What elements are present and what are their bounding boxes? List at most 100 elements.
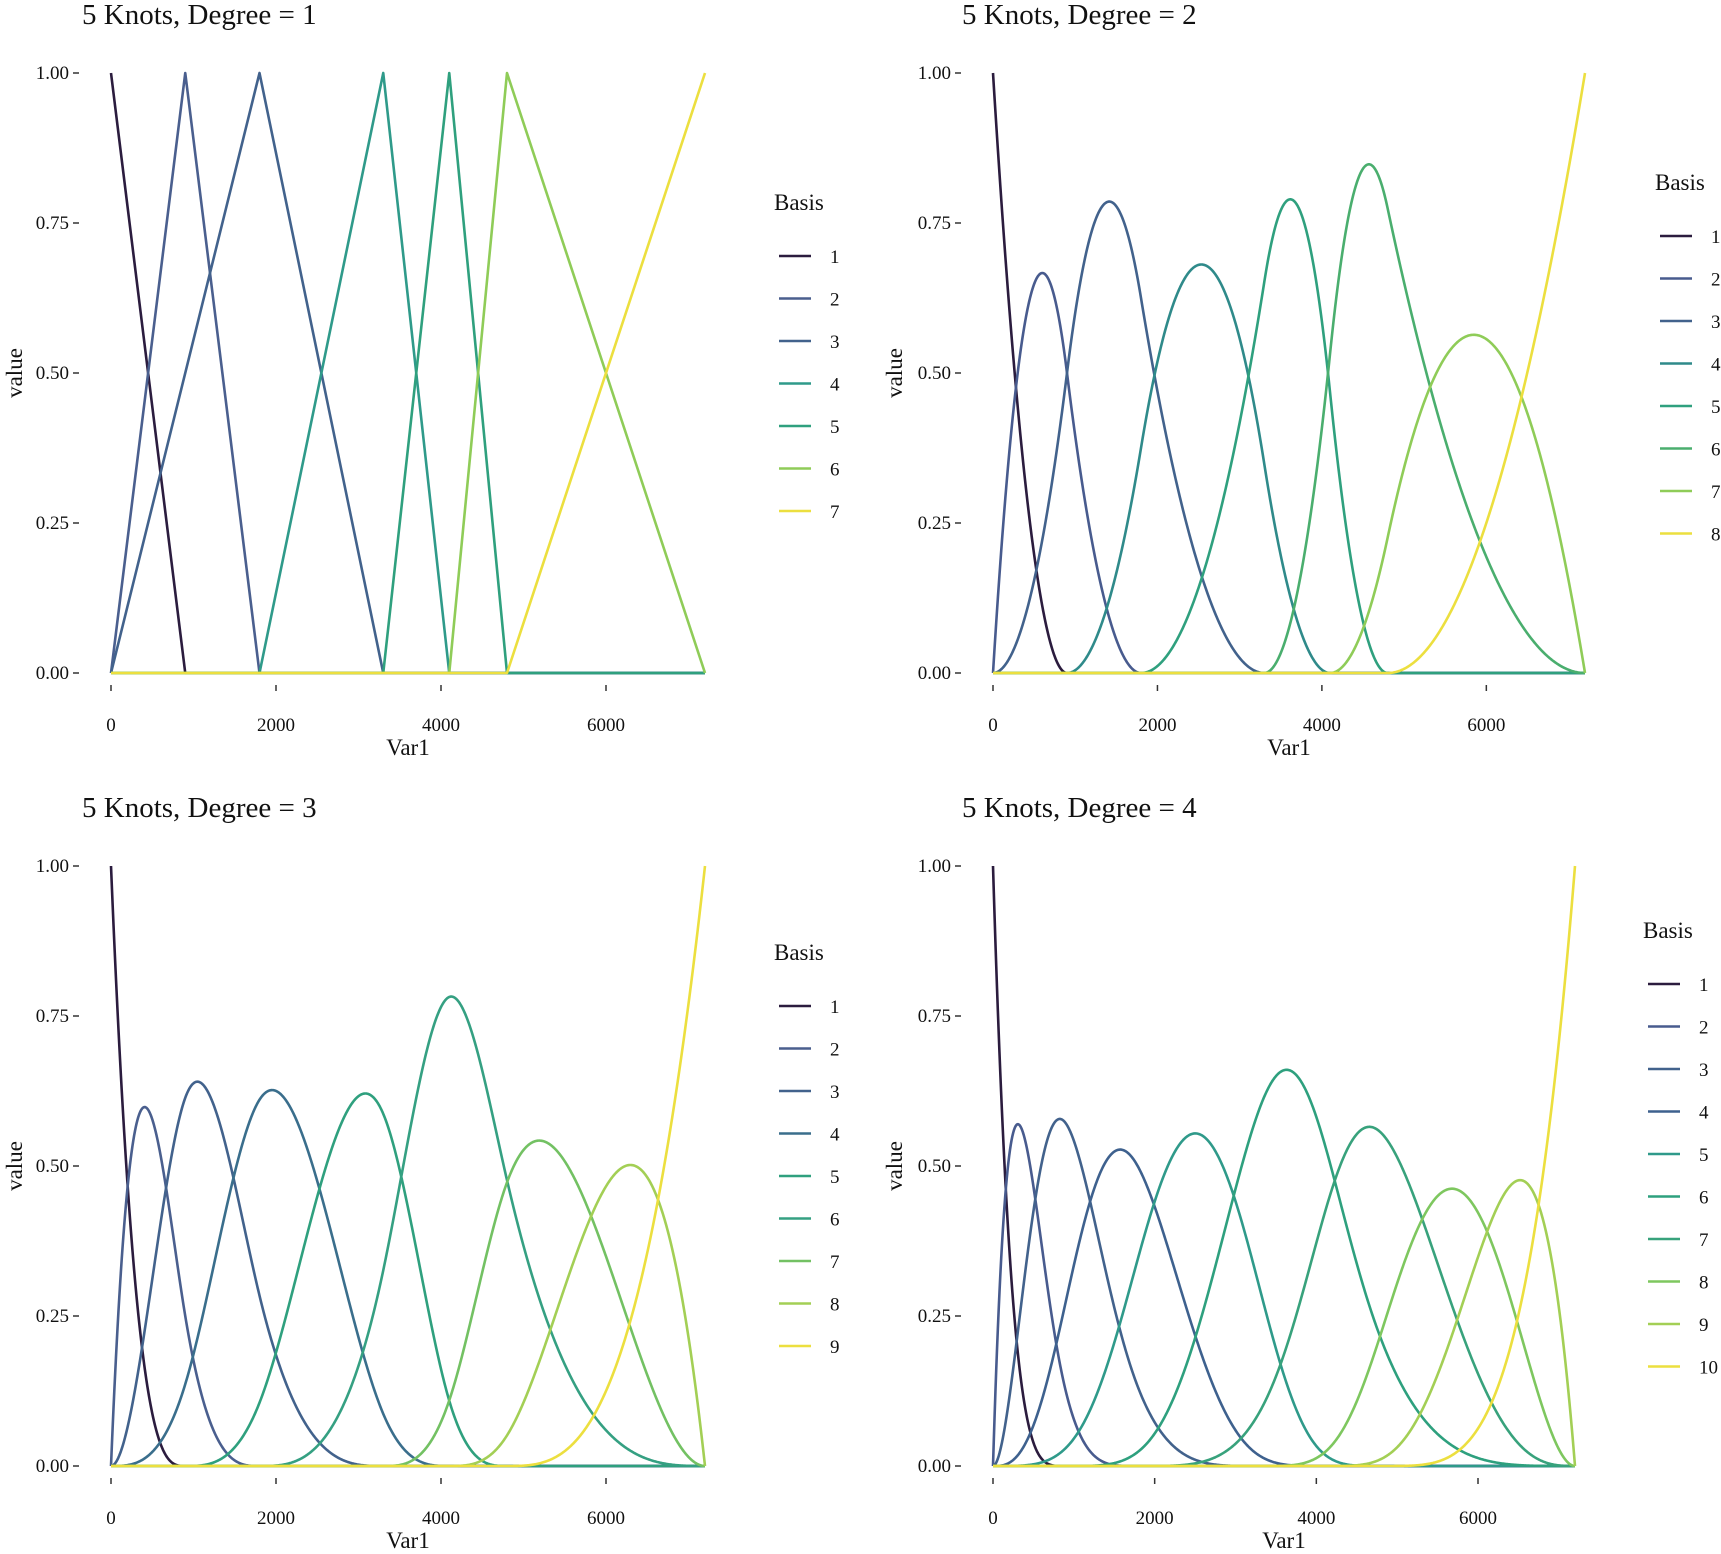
- legend-label-9: 9: [1699, 1315, 1709, 1336]
- legend-label-5: 5: [830, 417, 840, 438]
- series-line-1: [109, 865, 706, 1468]
- legend-title: Basis: [1643, 918, 1693, 943]
- legend: Basis 1 2 3 4 5 6 7 8 9 10: [1643, 918, 1718, 1379]
- panel-title: 5 Knots, Degree = 3: [82, 792, 317, 824]
- y-tick-label: 0.25: [36, 1306, 69, 1327]
- x-tick-label: 4000: [422, 715, 460, 736]
- legend-label-4: 4: [830, 375, 840, 396]
- x-tick-label: 4000: [422, 1508, 460, 1529]
- legend-label-6: 6: [1711, 440, 1721, 461]
- y-tick-label: 0.50: [36, 1156, 69, 1177]
- legend-label-9: 9: [830, 1337, 840, 1358]
- legend-label-5: 5: [1699, 1145, 1709, 1166]
- y-tick-label: 0.00: [918, 1456, 951, 1477]
- x-tick-label: 2000: [257, 715, 295, 736]
- legend-label-1: 1: [830, 247, 840, 268]
- series-line-5: [110, 1092, 706, 1468]
- legend-label-7: 7: [1699, 1230, 1709, 1251]
- legend-label-2: 2: [830, 290, 840, 311]
- series-lines: [109, 71, 707, 675]
- y-tick-label: 0.75: [918, 1006, 951, 1027]
- series-line-7: [110, 1139, 706, 1468]
- y-tick-label: 0.00: [918, 663, 951, 684]
- series-line-6: [111, 71, 707, 675]
- x-tick-label: 2000: [1136, 1508, 1174, 1529]
- series-line-6: [992, 1068, 1576, 1468]
- legend-label-2: 2: [1699, 1018, 1709, 1039]
- legend-title: Basis: [1655, 170, 1705, 195]
- series-line-2: [109, 71, 705, 675]
- series-line-7: [992, 1125, 1576, 1468]
- legend-label-3: 3: [1699, 1060, 1709, 1081]
- x-tick-label: 0: [988, 1508, 998, 1529]
- series-line-5: [111, 71, 705, 675]
- series-line-2: [991, 1122, 1576, 1468]
- legend-label-1: 1: [1699, 975, 1709, 996]
- series-line-4: [111, 71, 705, 675]
- x-tick-label: 6000: [587, 1508, 625, 1529]
- x-tick-label: 2000: [1138, 715, 1176, 736]
- series-line-5: [992, 1132, 1576, 1468]
- legend-label-6: 6: [1699, 1188, 1709, 1209]
- legend: Basis 1 2 3 4 5 6 7: [774, 190, 840, 523]
- legend-label-1: 1: [1711, 227, 1721, 248]
- y-tick-label: 0.25: [918, 1306, 951, 1327]
- legend: Basis 1 2 3 4 5 6 7 8 9: [774, 940, 840, 1358]
- series-line-10: [992, 865, 1577, 1468]
- legend-label-7: 7: [830, 1252, 840, 1273]
- y-tick-label: 0.50: [918, 363, 951, 384]
- x-tick-label: 4000: [1297, 1508, 1335, 1529]
- legend-label-7: 7: [830, 502, 840, 523]
- series-line-6: [110, 995, 706, 1468]
- series-line-1: [109, 72, 705, 675]
- x-tick-label: 6000: [1459, 1508, 1497, 1529]
- series-lines: [991, 72, 1587, 675]
- y-tick-label: 0.00: [36, 663, 69, 684]
- y-tick-label: 0.75: [36, 1006, 69, 1027]
- x-axis-title: Var1: [1267, 735, 1310, 760]
- legend-label-10: 10: [1699, 1358, 1718, 1379]
- series-line-4: [992, 1148, 1576, 1468]
- y-tick-label: 0.50: [918, 1156, 951, 1177]
- legend-label-3: 3: [830, 1082, 840, 1103]
- legend-label-2: 2: [1711, 270, 1721, 291]
- panel-title: 5 Knots, Degree = 1: [82, 0, 317, 31]
- y-axis-title: value: [882, 1141, 907, 1191]
- y-tick-label: 1.00: [918, 63, 951, 84]
- legend-label-2: 2: [830, 1040, 840, 1061]
- legend: Basis 1 2 3 4 5 6 7 8: [1655, 170, 1721, 546]
- legend-label-8: 8: [1711, 525, 1721, 546]
- series-line-3: [992, 200, 1586, 675]
- series-line-7: [992, 333, 1587, 675]
- series-line-1: [991, 72, 1586, 675]
- chart-panel-2: 5 Knots, Degree = 2 0.00 0.25 0.50 0.75 1.00 0…: [882, 0, 1721, 760]
- x-tick-label: 4000: [1303, 715, 1341, 736]
- legend-title: Basis: [774, 940, 824, 965]
- x-tick-label: 0: [106, 715, 116, 736]
- legend-label-4: 4: [1711, 355, 1721, 376]
- panel-title: 5 Knots, Degree = 2: [962, 0, 1197, 31]
- legend-label-4: 4: [830, 1125, 840, 1146]
- x-tick-label: 6000: [1467, 715, 1505, 736]
- y-tick-label: 1.00: [918, 856, 951, 877]
- y-tick-label: 1.00: [36, 856, 69, 877]
- chart-panel-1: 5 Knots, Degree = 1 0.00 0.25 0.50 0.75 1.00 0…: [2, 0, 840, 760]
- legend-title: Basis: [774, 190, 824, 215]
- x-tick-label: 6000: [587, 715, 625, 736]
- y-tick-label: 0.25: [918, 513, 951, 534]
- series-line-9: [110, 865, 707, 1468]
- series-lines: [109, 865, 707, 1468]
- y-axis-title: value: [2, 348, 27, 398]
- y-tick-label: 0.50: [36, 363, 69, 384]
- series-line-2: [991, 271, 1586, 675]
- x-tick-label: 0: [106, 1508, 116, 1529]
- series-line-9: [992, 1178, 1577, 1468]
- series-line-3: [109, 71, 705, 675]
- y-axis-title: value: [2, 1141, 27, 1191]
- legend-label-7: 7: [1711, 482, 1721, 503]
- x-tick-label: 0: [988, 715, 998, 736]
- y-tick-label: 0.75: [36, 213, 69, 234]
- legend-label-4: 4: [1699, 1103, 1709, 1124]
- panel-title: 5 Knots, Degree = 4: [962, 792, 1197, 824]
